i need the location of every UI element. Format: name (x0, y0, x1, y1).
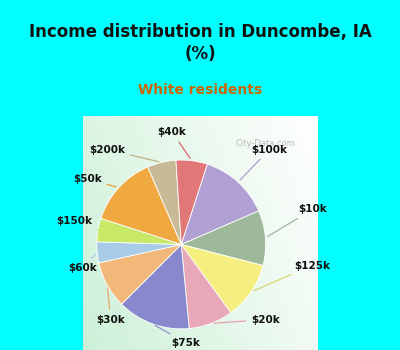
Text: $125k: $125k (254, 261, 330, 291)
Wedge shape (101, 167, 181, 244)
Wedge shape (181, 164, 259, 244)
Wedge shape (122, 244, 189, 329)
Text: $150k: $150k (56, 216, 98, 230)
Text: City-Data.com: City-Data.com (236, 139, 296, 148)
Text: $20k: $20k (214, 315, 280, 324)
Text: $30k: $30k (96, 288, 125, 324)
Text: White residents: White residents (138, 83, 262, 97)
Text: $10k: $10k (268, 204, 327, 236)
Wedge shape (97, 242, 181, 263)
Wedge shape (176, 160, 207, 244)
Text: $60k: $60k (68, 254, 97, 273)
Text: $50k: $50k (73, 174, 116, 187)
Wedge shape (148, 160, 181, 244)
Text: $200k: $200k (89, 145, 159, 162)
Wedge shape (97, 218, 181, 244)
Wedge shape (99, 244, 181, 304)
Wedge shape (181, 244, 231, 329)
Text: $75k: $75k (155, 325, 200, 348)
Text: $40k: $40k (158, 127, 190, 159)
Wedge shape (181, 211, 266, 265)
Text: Income distribution in Duncombe, IA
(%): Income distribution in Duncombe, IA (%) (29, 23, 371, 63)
Wedge shape (181, 244, 263, 313)
Text: $100k: $100k (240, 145, 288, 180)
